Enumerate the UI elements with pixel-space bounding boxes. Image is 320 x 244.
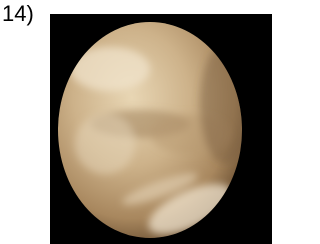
venus-photo [50,14,272,244]
figure-label: 14) [2,2,34,26]
page: 14) (() => { const data = JSON.parse(doc… [0,0,272,244]
